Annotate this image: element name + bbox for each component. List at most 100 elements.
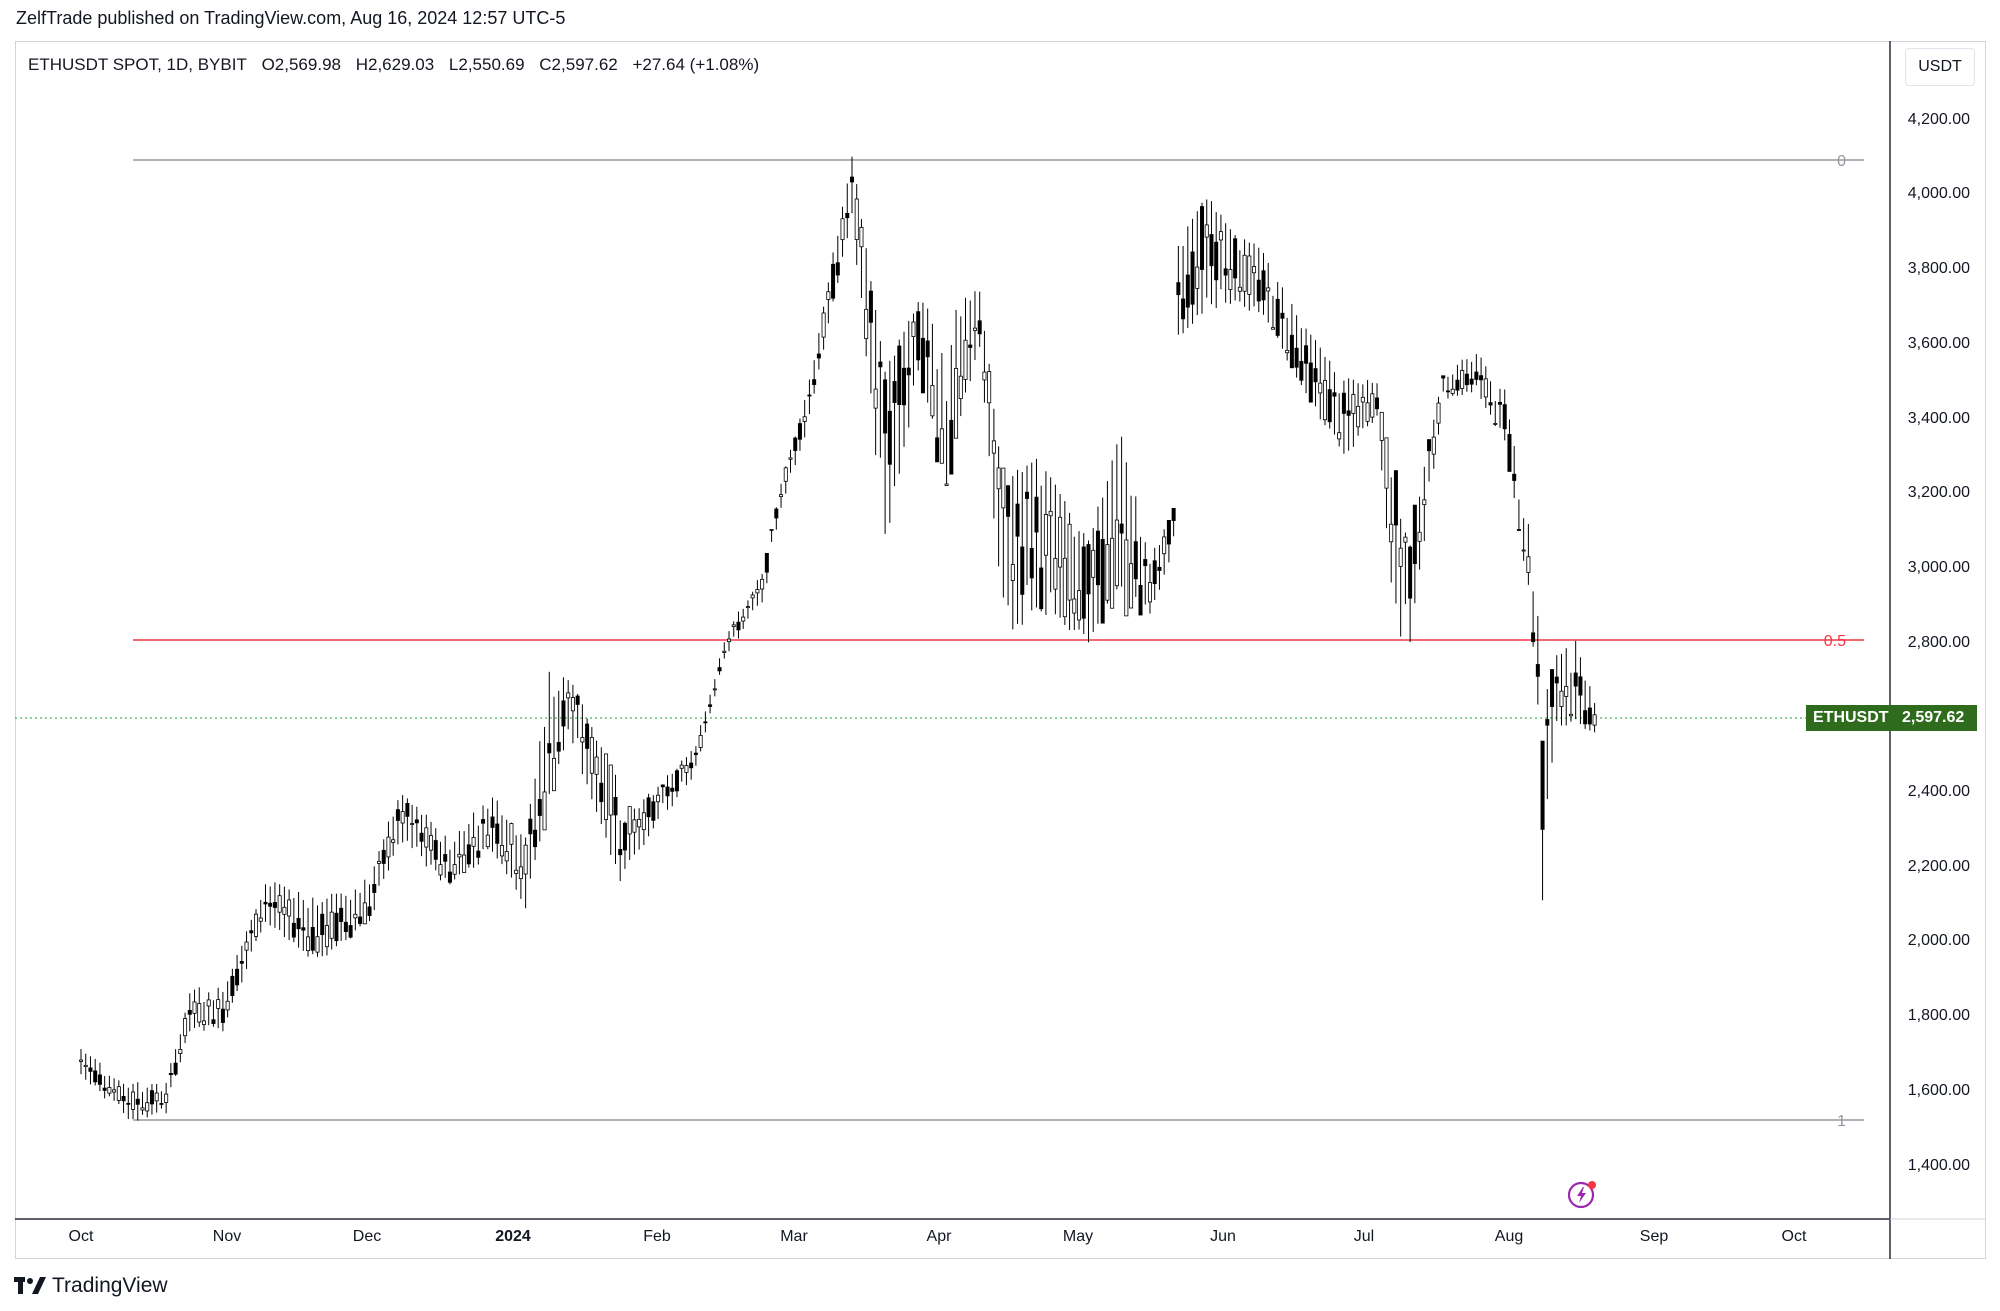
legend-symbol[interactable]: ETHUSDT SPOT, 1D, BYBIT [28,55,247,74]
candle-down [906,367,911,376]
chart-frame [15,41,1986,1259]
candle-up [1436,402,1441,424]
candle-down [495,823,500,844]
candle-up [457,853,462,858]
publisher-line: ZelfTrade published on TradingView.com, … [16,8,566,28]
candle-up [783,467,788,482]
candle-down [372,884,377,893]
time-tick: Apr [927,1228,953,1245]
candle-down [235,968,240,986]
ohlc-legend[interactable]: ETHUSDT SPOT, 1D, BYBIT O2,569.98 H2,629… [28,55,769,75]
candle-up [79,1059,84,1062]
candle-down [1412,504,1417,565]
candle-down [339,907,344,923]
candle-up [112,1089,117,1093]
candle-up [206,999,211,1007]
candle-down [1025,491,1030,499]
candle-down [793,437,798,451]
time-tick: Mar [780,1228,808,1245]
candle-up [854,198,859,240]
candle-down [1214,241,1219,281]
candle-down [533,829,538,848]
candle-down [556,741,561,752]
candle-down [835,262,840,276]
candle-up [802,416,807,422]
footer-brand-label: TradingView [52,1274,168,1297]
candle-up [429,835,434,851]
candle-down [968,344,973,348]
candle-down [230,975,235,997]
price-tick: 1,600.00 [1908,1082,1970,1099]
candle-up [216,999,221,1009]
candle-down [419,832,424,842]
candle-up [514,869,519,874]
candle-up [750,594,755,599]
candle-up [254,913,259,937]
candle-down [1535,664,1540,677]
candle-up [1129,563,1134,609]
candle-up [1351,394,1356,414]
legend-change: +27.64 (+1.08%) [632,55,760,74]
candle-down [320,913,325,936]
candle-up [722,650,727,653]
lightning-icon[interactable] [1567,1179,1597,1209]
price-tick: 1,800.00 [1908,1007,1970,1024]
candle-down [268,902,273,907]
candle-down [343,921,348,933]
price-tick: 1,400.00 [1908,1157,1970,1174]
candle-up [1270,327,1275,330]
candle-down [599,782,604,803]
footer-brand[interactable]: TradingView [14,1274,168,1298]
candle-up [1247,255,1252,295]
candle-down [187,1009,192,1015]
candle-down [528,818,533,835]
candle-down [481,819,486,824]
candle-up [471,837,476,847]
candle-up [911,321,916,337]
candle-down [239,961,244,964]
candle-up [1237,286,1242,292]
candle-down [1502,404,1507,430]
candle-down [883,379,888,434]
candle-down [1086,544,1091,595]
candle-up [760,578,765,590]
candle-up [499,845,504,857]
candle-up [164,1093,169,1103]
candle-down [310,927,315,951]
candle-down [1261,270,1266,301]
candle-up [1360,396,1365,403]
candle-down [1375,397,1380,410]
candle-up [518,866,523,880]
candle-down [102,1087,107,1091]
candle-up [859,226,864,248]
time-tick: Oct [1782,1228,1807,1245]
candle-up [107,1087,112,1094]
symbol-badge: ETHUSDT [1806,705,1896,731]
candle-up [1091,549,1096,578]
candle-up [727,638,732,643]
candle-down [831,263,836,299]
candle-down [1512,473,1517,481]
candle-up [731,624,736,627]
candle-up [1403,536,1408,543]
candle-down [977,320,982,335]
candle-down [674,770,679,792]
candle-down [1294,347,1299,368]
candle-up [1218,231,1223,241]
candle-down [1119,523,1124,534]
time-axis[interactable]: Oct Nov Dec 2024 Feb Mar Apr May Jun Jul… [69,1228,1807,1245]
candle-up [1114,519,1119,587]
candle-up [386,836,391,858]
time-tick: Sep [1640,1228,1669,1245]
candle-down [358,916,363,924]
candle-down [211,1019,216,1024]
candle-up [1067,523,1072,601]
currency-button[interactable]: USDT [1905,48,1975,86]
candle-down [1039,567,1044,610]
candle-up [154,1092,159,1102]
candle-down [925,340,930,358]
price-axis[interactable]: 4,200.00 4,000.00 3,800.00 3,600.00 3,40… [1908,111,1970,1174]
candle-up [1072,598,1077,614]
candle-down [1408,546,1413,599]
